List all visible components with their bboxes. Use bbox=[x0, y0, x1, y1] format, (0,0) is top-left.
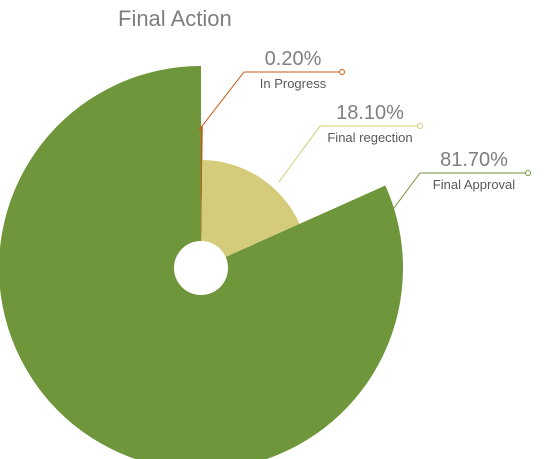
leader-end-dot bbox=[417, 123, 423, 129]
pie-slice-in-progress bbox=[201, 126, 203, 268]
pie-slice-final-approval bbox=[0, 66, 403, 459]
leader-line bbox=[198, 71, 342, 131]
data-label-category: In Progress bbox=[260, 76, 327, 91]
data-label-category: Final regection bbox=[327, 130, 412, 145]
leader-end-dot bbox=[525, 170, 531, 176]
donut-hole bbox=[174, 241, 228, 295]
slices-layer bbox=[0, 66, 403, 459]
leader-line bbox=[278, 125, 420, 183]
leader-end-dot bbox=[339, 69, 345, 75]
leader-lines-layer bbox=[198, 69, 531, 221]
leader-line bbox=[384, 172, 528, 221]
data-label-percent: 0.20% bbox=[265, 48, 322, 70]
labels-layer: 0.20% In Progress 18.10% Final regection 81.… bbox=[260, 48, 516, 192]
data-label-category: Final Approval bbox=[433, 177, 515, 192]
data-label-percent: 81.70% bbox=[440, 149, 508, 171]
chart-title: Final Action bbox=[118, 6, 232, 31]
data-label-percent: 18.10% bbox=[336, 102, 404, 124]
pie-slice-final-regection bbox=[201, 160, 300, 268]
